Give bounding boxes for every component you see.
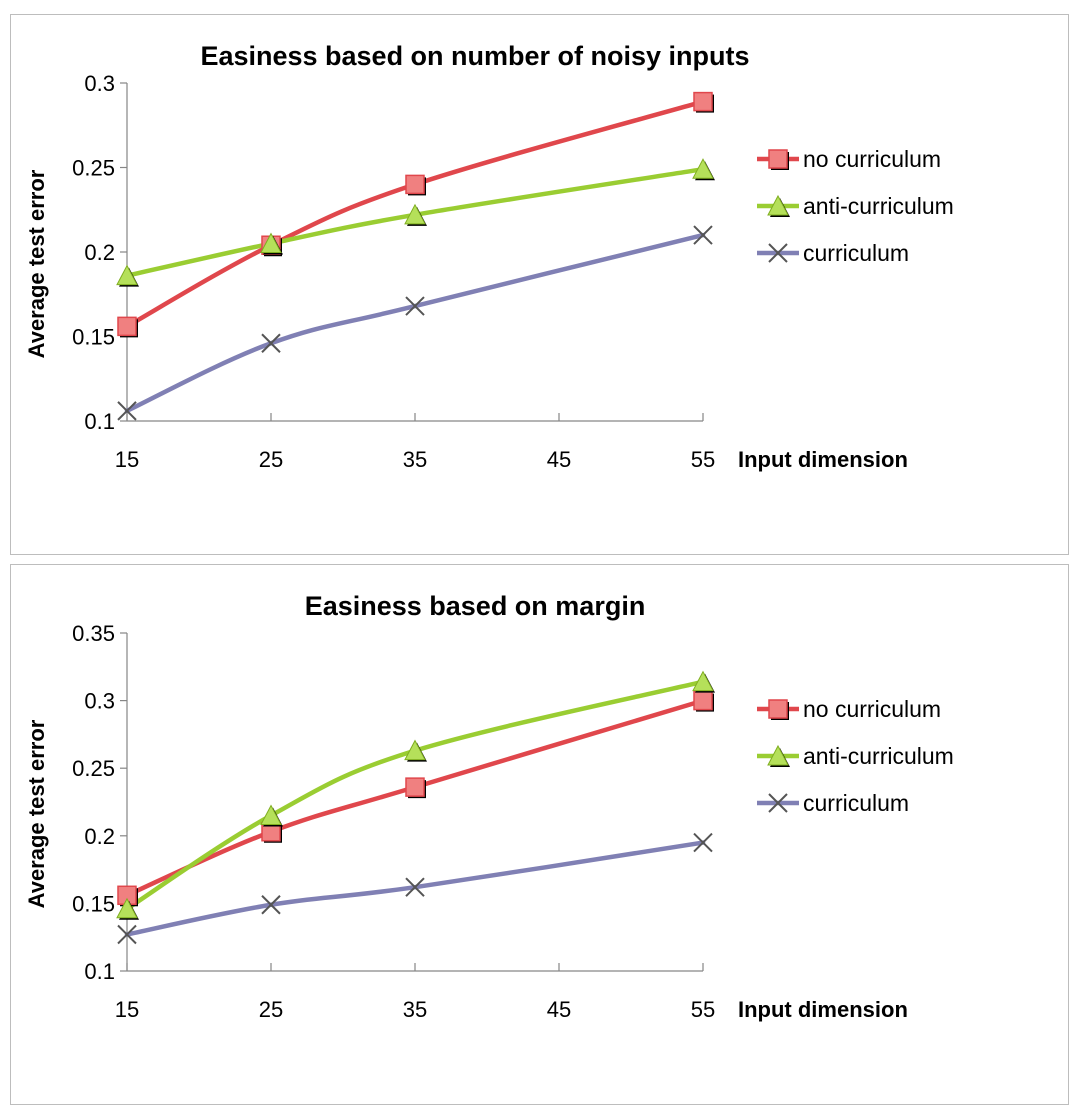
x-axis-title: Input dimension [738, 447, 908, 472]
x-tick-label: 35 [403, 447, 427, 472]
legend-marker [768, 699, 788, 719]
x-axis-title: Input dimension [738, 997, 908, 1022]
series-markers-anti-curriculum [116, 670, 715, 920]
data-point-curriculum-0 [117, 401, 137, 421]
data-point-anti-curriculum-3 [692, 158, 714, 179]
chart-title: Easiness based on number of noisy inputs [200, 41, 749, 71]
x-tick-label: 15 [115, 997, 139, 1022]
series-markers-anti-curriculum [116, 158, 715, 287]
chart-title: Easiness based on margin [305, 591, 646, 621]
x-tick-label: 15 [115, 447, 139, 472]
y-axis-title: Average test error [24, 169, 49, 358]
data-point-curriculum-3 [693, 225, 713, 245]
data-point-curriculum-1 [261, 895, 281, 915]
data-point-anti-curriculum-0 [116, 264, 138, 286]
series-line-curriculum [124, 840, 706, 937]
series-markers-curriculum [117, 832, 713, 945]
x-tick-label: 45 [547, 997, 571, 1022]
y-tick-label: 0.3 [84, 689, 115, 714]
x-tick-label: 25 [259, 997, 283, 1022]
data-point-curriculum-0 [117, 924, 137, 945]
y-tick-label: 0.2 [84, 824, 115, 849]
legend-entry-anti-curriculum: anti-curriculum [757, 743, 954, 769]
chart-svg-0: Easiness based on number of noisy inputs… [24, 41, 954, 472]
data-point-no-curriculum-2 [405, 777, 425, 797]
data-point-curriculum-2 [405, 877, 425, 897]
x-tick-label: 55 [691, 447, 715, 472]
legend-label: curriculum [803, 790, 909, 816]
data-point-curriculum-1 [261, 333, 281, 353]
y-tick-label: 0.25 [72, 756, 115, 781]
data-point-anti-curriculum-1 [260, 232, 282, 254]
legend-label: no curriculum [803, 696, 941, 722]
y-tick-label: 0.15 [72, 325, 115, 350]
data-point-no-curriculum-3 [693, 91, 713, 112]
data-point-curriculum-3 [693, 832, 713, 853]
legend-entry-curriculum: curriculum [757, 790, 909, 816]
series-markers-curriculum [117, 225, 713, 421]
data-point-anti-curriculum-1 [260, 804, 282, 826]
y-tick-label: 0.2 [84, 240, 115, 265]
y-tick-label: 0.1 [84, 409, 115, 434]
series-line-anti-curriculum [124, 166, 706, 278]
data-point-no-curriculum-0 [117, 316, 137, 337]
chart-panel-margin: Easiness based on margin 0.1 0.15 0.2 0.25 0.… [10, 564, 1069, 1105]
legend-entry-no-curriculum: no curriculum [757, 696, 941, 722]
y-tick-label: 0.1 [84, 959, 115, 984]
data-point-anti-curriculum-2 [404, 203, 426, 225]
data-point-no-curriculum-2 [405, 174, 425, 195]
data-point-anti-curriculum-2 [404, 739, 426, 761]
chart-svg-1: Easiness based on margin 0.1 0.15 0.2 0.25 0.… [24, 591, 954, 1022]
legend-marker [767, 194, 789, 216]
chart-panel-noisy-inputs: Easiness based on number of noisy inputs… [10, 14, 1069, 555]
data-point-anti-curriculum-0 [116, 897, 138, 919]
y-tick-label: 0.15 [72, 891, 115, 916]
legend-marker [768, 149, 788, 169]
legend-marker [767, 744, 789, 766]
legend-label: curriculum [803, 240, 909, 266]
legend-entry-no-curriculum: no curriculum [757, 146, 941, 172]
legend-label: no curriculum [803, 146, 941, 172]
data-point-curriculum-2 [405, 296, 425, 316]
x-tick-label: 45 [547, 447, 571, 472]
legend-marker [768, 243, 788, 263]
y-axis-title: Average test error [24, 719, 49, 908]
series-line-anti-curriculum [124, 679, 706, 912]
series-markers-no-curriculum [117, 690, 714, 907]
x-tick-label: 55 [691, 997, 715, 1022]
series-line-no-curriculum [124, 99, 706, 329]
y-tick-label: 0.3 [84, 71, 115, 96]
y-tick-label: 0.25 [72, 156, 115, 181]
legend-entry-curriculum: curriculum [757, 240, 909, 266]
data-point-no-curriculum-3 [693, 690, 713, 711]
legend-label: anti-curriculum [803, 193, 954, 219]
data-point-anti-curriculum-3 [692, 670, 714, 692]
legend-entry-anti-curriculum: anti-curriculum [757, 193, 954, 219]
x-tick-label: 35 [403, 997, 427, 1022]
y-tick-label: 0.35 [72, 621, 115, 646]
legend-label: anti-curriculum [803, 743, 954, 769]
series-line-curriculum [124, 232, 706, 414]
x-tick-label: 25 [259, 447, 283, 472]
legend-marker [768, 793, 788, 813]
